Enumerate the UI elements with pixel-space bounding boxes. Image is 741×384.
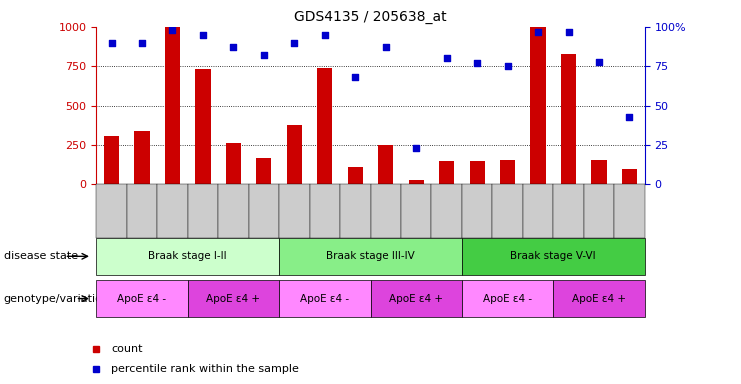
Text: ApoE ε4 +: ApoE ε4 + — [389, 293, 443, 304]
Text: disease state: disease state — [4, 251, 78, 262]
Text: count: count — [111, 344, 143, 354]
Bar — [256, 158, 271, 184]
Point — [106, 40, 118, 46]
Point — [349, 74, 361, 80]
Text: Braak stage III-IV: Braak stage III-IV — [326, 251, 415, 262]
Bar — [439, 161, 454, 184]
Text: percentile rank within the sample: percentile rank within the sample — [111, 364, 299, 374]
Point — [380, 44, 392, 50]
Text: ApoE ε4 -: ApoE ε4 - — [118, 293, 167, 304]
Text: Braak stage I-II: Braak stage I-II — [148, 251, 227, 262]
Text: Braak stage V-VI: Braak stage V-VI — [511, 251, 596, 262]
Point — [562, 28, 574, 35]
Text: genotype/variation: genotype/variation — [4, 293, 110, 304]
Bar — [165, 27, 180, 184]
Bar — [531, 27, 545, 184]
Point — [227, 44, 239, 50]
Bar — [378, 145, 393, 184]
Point — [532, 28, 544, 35]
Bar — [500, 160, 515, 184]
Bar — [470, 161, 485, 184]
Point — [258, 52, 270, 58]
Bar — [591, 160, 607, 184]
Point — [471, 60, 483, 66]
Point — [502, 63, 514, 70]
Text: ApoE ε4 -: ApoE ε4 - — [300, 293, 349, 304]
Point — [411, 145, 422, 151]
Text: ApoE ε4 +: ApoE ε4 + — [207, 293, 260, 304]
Point — [319, 31, 330, 38]
Bar — [348, 167, 363, 184]
Bar — [104, 136, 119, 184]
Bar — [134, 131, 150, 184]
Point — [167, 27, 179, 33]
Bar — [317, 68, 333, 184]
Text: ApoE ε4 +: ApoE ε4 + — [572, 293, 626, 304]
Bar — [561, 55, 576, 184]
Bar — [622, 169, 637, 184]
Text: ApoE ε4 -: ApoE ε4 - — [483, 293, 532, 304]
Bar — [408, 180, 424, 184]
Bar — [226, 142, 241, 184]
Title: GDS4135 / 205638_at: GDS4135 / 205638_at — [294, 10, 447, 25]
Point — [136, 40, 148, 46]
Point — [288, 40, 300, 46]
Point — [441, 55, 453, 61]
Bar — [196, 70, 210, 184]
Point — [593, 58, 605, 65]
Point — [197, 31, 209, 38]
Point — [623, 114, 635, 120]
Bar — [287, 125, 302, 184]
